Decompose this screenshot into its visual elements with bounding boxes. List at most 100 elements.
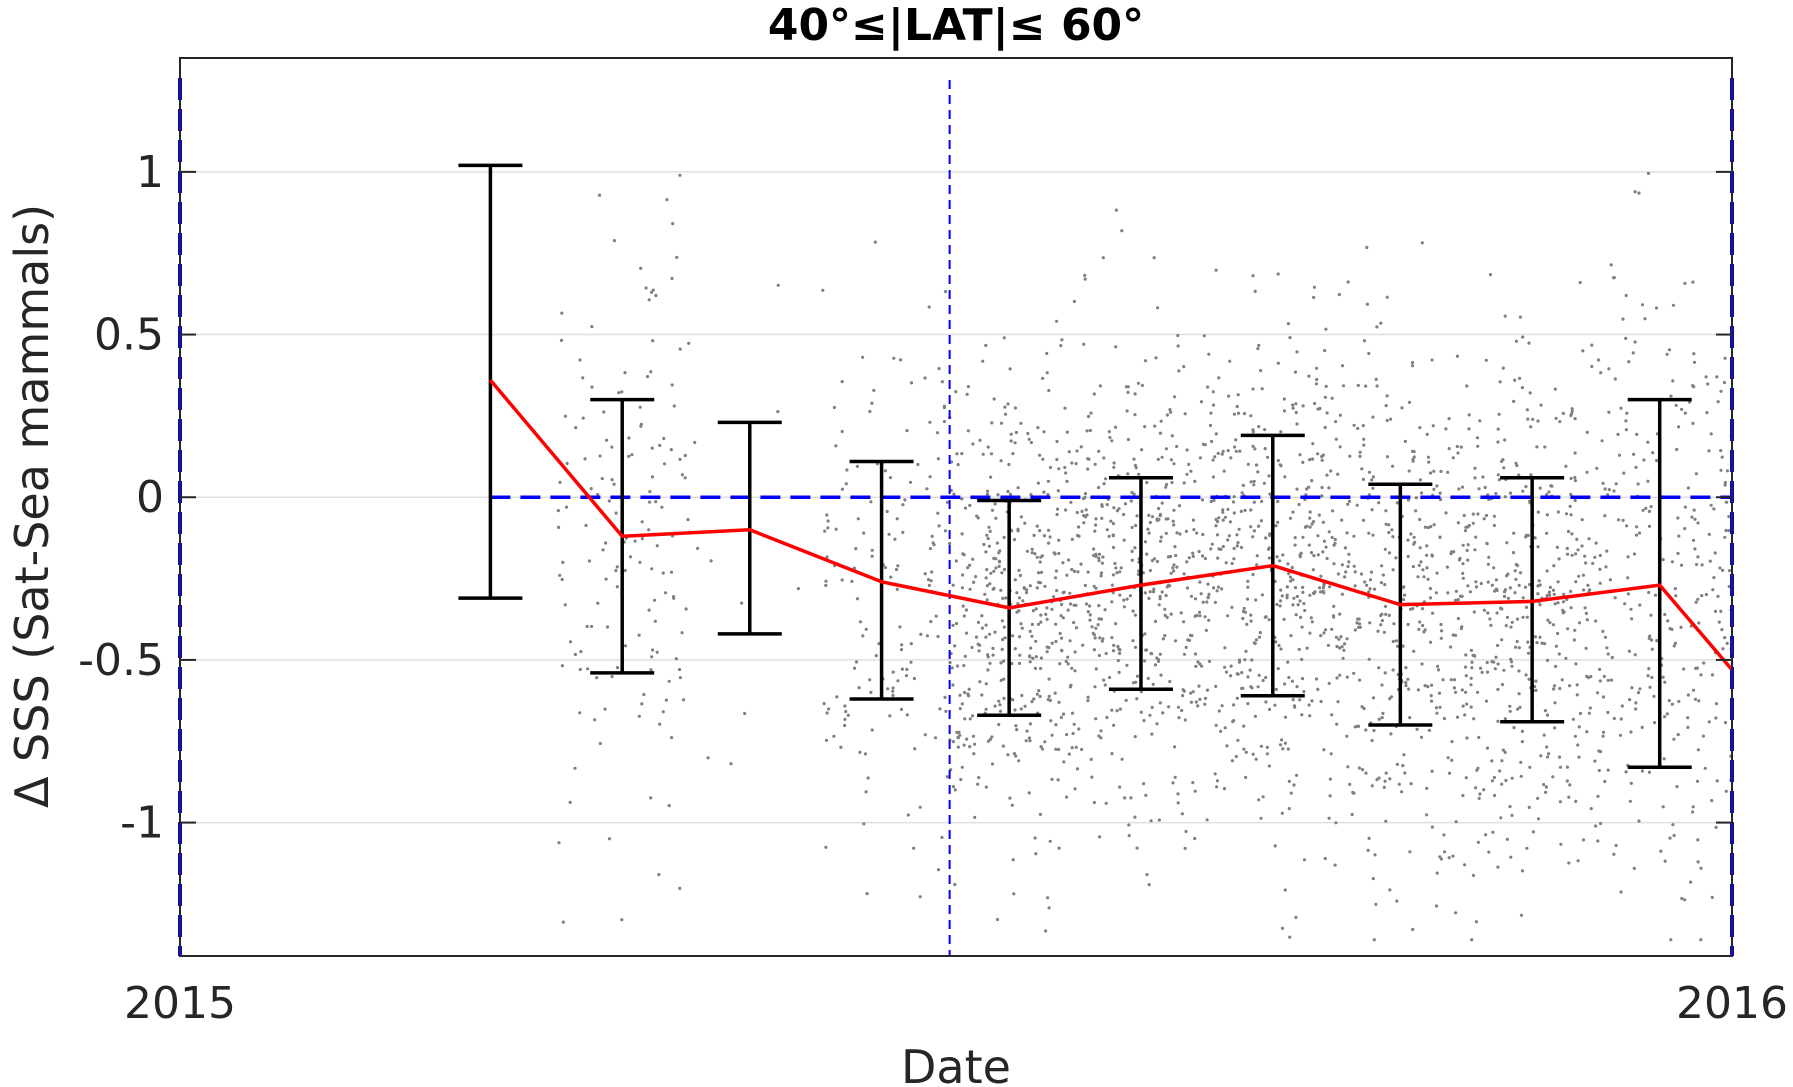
scatter-point: [1169, 458, 1173, 462]
scatter-point: [855, 464, 860, 468]
scatter-point: [1164, 482, 1169, 487]
scatter-point: [1417, 563, 1421, 568]
scatter-point: [1193, 597, 1198, 601]
scatter-point: [1166, 583, 1171, 587]
scatter-point: [854, 547, 858, 551]
scatter-point: [1380, 564, 1384, 568]
scatter-point: [1348, 782, 1352, 787]
scatter-point: [1638, 603, 1642, 607]
scatter-point: [1650, 647, 1654, 651]
scatter-point: [1614, 482, 1618, 486]
scatter-point: [1088, 618, 1092, 622]
scatter-point: [1364, 384, 1368, 388]
scatter-point: [556, 509, 561, 513]
scatter-point: [1216, 451, 1220, 455]
scatter-point: [1513, 591, 1517, 595]
scatter-point: [1367, 657, 1371, 661]
scatter-point: [1597, 768, 1601, 773]
scatter-point: [1345, 675, 1349, 679]
scatter-point: [1461, 543, 1465, 547]
scatter-point: [1340, 563, 1344, 567]
scatter-point: [869, 500, 873, 504]
scatter-point: [620, 390, 624, 394]
scatter-point: [1517, 583, 1521, 588]
scatter-point: [1254, 463, 1259, 467]
scatter-point: [1055, 319, 1059, 323]
scatter-point: [1240, 671, 1244, 675]
scatter-point: [1375, 325, 1379, 329]
scatter-point: [1211, 403, 1216, 407]
scatter-point: [825, 513, 829, 517]
scatter-point: [1010, 661, 1014, 666]
scatter-point: [1474, 535, 1478, 539]
scatter-point: [1295, 685, 1299, 689]
scatter-point: [1691, 538, 1696, 542]
scatter-point: [990, 508, 995, 512]
scatter-point: [1577, 725, 1581, 729]
scatter-point: [1674, 594, 1678, 598]
scatter-point: [951, 583, 955, 587]
scatter-point: [1292, 596, 1296, 600]
scatter-point: [1048, 465, 1053, 470]
scatter-point: [1199, 400, 1204, 404]
scatter-point: [1680, 896, 1684, 901]
scatter-point: [1464, 776, 1468, 780]
scatter-point: [1077, 727, 1081, 731]
scatter-point: [1341, 656, 1345, 660]
scatter-point: [1293, 705, 1297, 709]
scatter-point: [1303, 608, 1307, 613]
scatter-point: [1055, 512, 1059, 517]
scatter-point: [1250, 686, 1254, 690]
scatter-point: [913, 747, 917, 751]
scatter-point: [581, 376, 585, 380]
scatter-point: [1147, 596, 1151, 601]
scatter-point: [1235, 544, 1239, 548]
scatter-point: [1377, 501, 1381, 505]
scatter-point: [1580, 518, 1584, 522]
scatter-point: [1690, 515, 1694, 519]
scatter-point: [1367, 470, 1372, 474]
scatter-point: [1452, 686, 1456, 690]
scatter-point: [998, 549, 1002, 553]
scatter-point: [1215, 779, 1219, 783]
scatter-point: [1098, 835, 1102, 839]
scatter-point: [1034, 607, 1038, 611]
scatter-point: [1252, 479, 1256, 483]
scatter-point: [1116, 644, 1120, 649]
scatter-point: [1577, 621, 1582, 625]
scatter-point: [1276, 361, 1280, 365]
scatter-point: [1220, 587, 1224, 591]
scatter-point: [1575, 683, 1579, 687]
scatter-point: [1004, 596, 1008, 600]
scatter-point: [1345, 531, 1349, 535]
scatter-point: [1456, 521, 1460, 525]
scatter-point: [1570, 412, 1574, 416]
scatter-point: [1496, 427, 1500, 431]
scatter-point: [1434, 904, 1439, 908]
scatter-point: [1166, 517, 1170, 521]
y-tick-label: -0.5: [78, 635, 164, 686]
scatter-point: [1030, 700, 1034, 704]
scatter-point: [1196, 704, 1200, 708]
scatter-point: [1456, 451, 1460, 455]
scatter-point: [967, 687, 971, 691]
scatter-point: [1576, 548, 1580, 552]
scatter-point: [1676, 551, 1680, 556]
scatter-point: [578, 358, 582, 362]
scatter-point: [1599, 371, 1603, 375]
scatter-point: [1634, 701, 1638, 705]
scatter-point: [1441, 678, 1445, 682]
scatter-point: [1489, 623, 1493, 628]
scatter-point: [1594, 619, 1598, 623]
scatter-point: [1209, 499, 1213, 504]
scatter-point: [1097, 556, 1101, 560]
scatter-point: [1524, 535, 1528, 539]
scatter-point: [678, 173, 682, 177]
scatter-point: [1293, 586, 1298, 590]
scatter-point: [1234, 438, 1238, 442]
scatter-point: [1336, 572, 1340, 576]
scatter-point: [1311, 568, 1315, 572]
scatter-point: [1589, 807, 1593, 811]
scatter-point: [1624, 336, 1628, 340]
scatter-point: [1395, 501, 1399, 505]
